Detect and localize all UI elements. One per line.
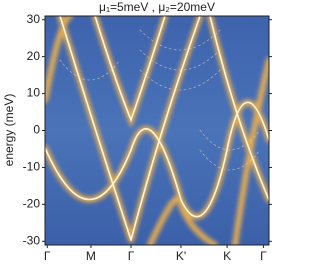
y-tick-label: 30 xyxy=(27,12,41,26)
y-tick-label: -30 xyxy=(23,233,41,247)
heatmap xyxy=(45,16,269,245)
y-tick-label: -10 xyxy=(23,160,41,174)
y-tick-label: -20 xyxy=(23,197,41,211)
y-tick-label: 10 xyxy=(27,86,41,100)
y-tick-label: 0 xyxy=(33,123,40,137)
x-tick-label: Γ xyxy=(260,249,267,263)
chart-title: μ₁=5meV , μ₂=20meV xyxy=(99,0,215,14)
y-axis-label: energy (meV) xyxy=(2,94,16,167)
x-tick-label: M xyxy=(86,249,96,263)
x-tick-label: K' xyxy=(176,249,186,263)
x-tick-label: Γ xyxy=(128,249,135,263)
bands xyxy=(45,16,269,245)
chart: μ₁=5meV , μ₂=20meV energy (meV) xyxy=(2,0,272,263)
y-tick-label: 20 xyxy=(27,49,41,63)
x-tick-label: K xyxy=(223,249,231,263)
x-tick-label: Γ xyxy=(44,249,51,263)
